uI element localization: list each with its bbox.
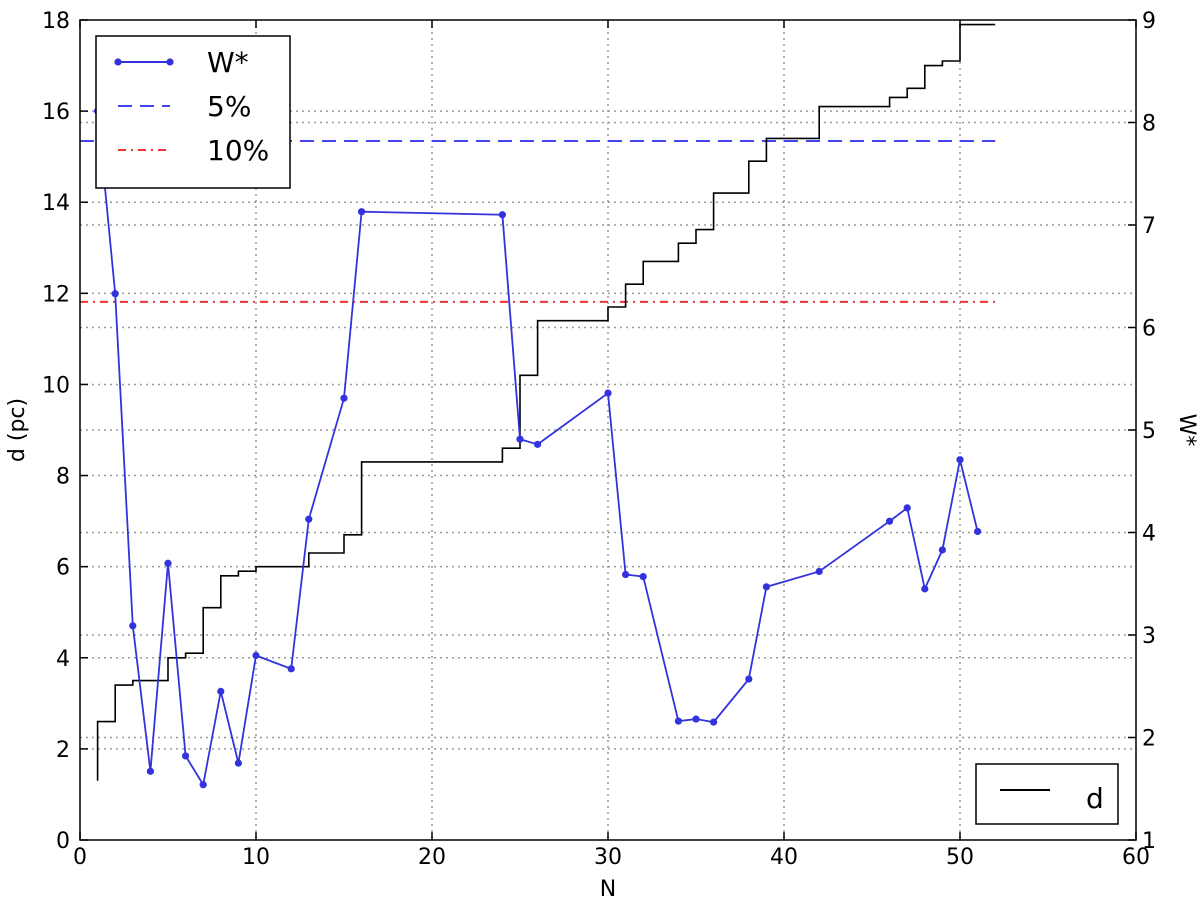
series-w-star-point: [745, 675, 753, 683]
series-w-star-point: [164, 559, 172, 567]
legend-label: 5%: [207, 90, 251, 123]
series-w-star-point: [358, 208, 366, 216]
y-left-tick-label: 2: [56, 738, 70, 763]
series-w-star-point: [287, 665, 295, 673]
legend-secondary-box: [975, 763, 1119, 825]
series-w-star-point: [305, 515, 313, 523]
y-left-tick-label: 4: [56, 647, 70, 672]
y-right-tick-label: 1: [1142, 829, 1156, 854]
series-w-star-point: [234, 759, 242, 767]
y-axis-right-label: W*: [1174, 414, 1199, 447]
y-left-tick-label: 10: [42, 373, 70, 398]
series-w-star-point: [674, 717, 683, 725]
series-w-star-point: [217, 687, 225, 695]
series-w-star-point: [974, 527, 982, 536]
y-left-tick-label: 8: [56, 465, 70, 490]
series-w-star-line: [96, 111, 979, 788]
legend-main: W* 5% 10%: [95, 35, 291, 189]
legend-marker-end: [166, 58, 174, 66]
series-d: [96, 23, 996, 781]
series-d-line: [96, 23, 996, 781]
series-w-star-point: [111, 290, 119, 298]
y-right-tick-label: 9: [1142, 9, 1156, 34]
y-right-tick-label: 7: [1142, 214, 1156, 239]
series-w-star-point: [199, 781, 207, 789]
series-w-star-point: [815, 567, 823, 576]
x-tick-label: 30: [594, 845, 622, 870]
y-right-tick-label: 8: [1142, 112, 1156, 137]
series-w-star-point: [604, 389, 612, 397]
y-left-tick-label: 6: [56, 556, 70, 581]
x-tick-label: 0: [73, 845, 87, 870]
series-w-star-point: [498, 211, 506, 219]
series-w-star-point: [340, 394, 348, 402]
series-w-star-point: [639, 572, 647, 581]
legend-marker-start: [114, 58, 122, 66]
x-tick-label: 20: [418, 845, 446, 870]
y-right-tick-label: 3: [1142, 624, 1156, 649]
series-w-star-point: [146, 767, 154, 775]
legend-label: 10%: [207, 134, 269, 167]
series-w-star-point: [534, 440, 542, 448]
y-left-tick-label: 0: [56, 829, 70, 854]
y-left-tick-label: 16: [42, 100, 70, 125]
series-w-star-point: [516, 435, 524, 443]
legend-label: W*: [207, 46, 249, 79]
y-right-tick-label: 5: [1142, 419, 1156, 444]
threshold-lines: [80, 139, 996, 303]
y-left-tick-label: 12: [42, 282, 70, 307]
x-tick-label: 50: [946, 845, 974, 870]
series-w-star-point: [710, 718, 718, 726]
series-w-star: [94, 107, 982, 789]
y-right-tick-label: 6: [1142, 317, 1156, 342]
series-w-star-point: [886, 517, 894, 525]
y-left-tick-label: 18: [42, 9, 70, 34]
series-w-star-point: [921, 585, 929, 593]
series-w-star-point: [129, 622, 137, 630]
series-w-star-point: [762, 583, 771, 591]
series-w-star-point: [938, 546, 947, 554]
x-axis-label: N: [600, 877, 616, 902]
x-tick-label: 10: [242, 845, 270, 870]
y-right-tick-label: 4: [1142, 522, 1156, 547]
legend-secondary: d: [975, 763, 1119, 825]
x-tick-label: 60: [1122, 845, 1150, 870]
series-w-star-point: [903, 504, 911, 512]
series-w-star-point: [252, 651, 260, 660]
series-w-star-point: [182, 752, 190, 760]
series-w-star-point: [622, 570, 630, 579]
y-axis-left-label: d (pc): [5, 398, 30, 462]
axis-ticks: [79, 19, 1137, 841]
y-left-tick-label: 14: [42, 191, 70, 216]
series-w-star-point: [692, 715, 700, 723]
y-right-tick-label: 2: [1142, 727, 1156, 752]
legend-secondary-label: d: [1086, 782, 1104, 815]
series-w-star-point: [956, 456, 964, 464]
x-tick-label: 40: [770, 845, 798, 870]
